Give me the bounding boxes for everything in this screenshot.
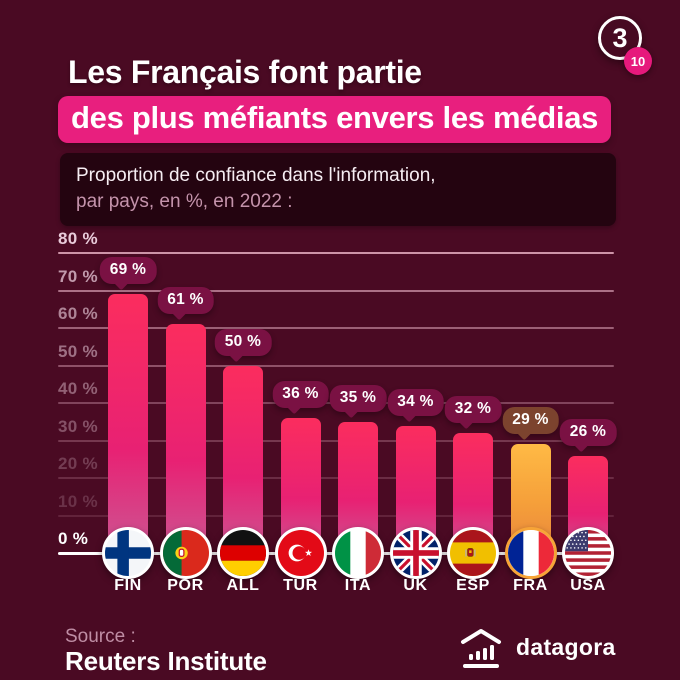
gridline-70 [58,289,614,292]
value-label-all: 50 % [224,332,262,350]
value-bubble-tur: 36 % [272,381,329,415]
y-tick-label-10: 10 % [58,491,98,511]
value-label-esp: 32 % [454,400,492,417]
source-label: Source : [65,626,136,647]
flag-usa-icon [562,527,614,579]
value-bubble-ita: 35 % [329,384,387,419]
gridline-20 [58,477,614,479]
y-tick-label-20: 20 % [58,454,98,473]
value-label-tur: 36 % [282,385,319,402]
flag-italy-icon [332,527,384,579]
flag-portugal-icon [159,527,212,579]
gridline-50 [58,364,614,367]
value-bubble-por: 61 % [157,287,214,321]
y-tick-label-60: 60 % [58,304,98,323]
value-label-uk: 34 % [397,392,434,410]
flag-france-icon [504,527,557,579]
gridline-80 [58,252,614,254]
page-total-badge: 10 [624,47,652,75]
flag-spain-icon [447,527,499,579]
x-label-tur: TUR [283,577,318,594]
title-line-1: Les Français font partie [68,54,422,90]
y-tick-label-50: 50 % [58,341,98,361]
x-label-fra: FRA [513,577,548,594]
y-tick-label-80: 80 % [58,229,98,248]
value-label-ita: 35 % [339,388,377,406]
bar-all [223,365,263,553]
x-label-usa: USA [570,577,606,594]
value-bubble-esp: 32 % [444,396,502,430]
page-current: 3 [612,22,628,53]
source-name: Reuters Institute [65,646,267,676]
y-tick-label-70: 70 % [58,266,98,286]
value-bubble-usa: 26 % [559,418,617,452]
x-label-uk: UK [403,577,428,594]
page-current-badge: 3 [598,16,642,60]
title-line-2: des plus méfiants envers les médias [71,100,599,135]
x-label-por: POR [167,577,204,594]
gridline-60 [58,327,614,329]
datagora-wordmark: datagora [516,633,616,660]
gridline-10 [58,514,614,517]
value-bubble-uk: 34 % [387,388,444,422]
value-label-fin: 69 % [109,261,147,279]
x-label-fin: FIN [114,577,142,594]
value-bubble-fra: 29 % [502,407,559,441]
title-line-2-highlight: des plus méfiants envers les médias [58,96,612,143]
flag-turkey-icon [274,527,327,579]
x-label-esp: ESP [456,577,490,594]
value-bubble-fin: 69 % [99,257,157,291]
datagora-logo: datagora [458,626,616,668]
subtitle-line-2: par pays, en %, en 2022 : [76,190,293,212]
bar-fin [108,294,148,553]
value-label-usa: 26 % [569,422,607,440]
chart-subtitle-box: Proportion de confiance dans l'informati… [60,153,616,227]
x-label-ita: ITA [344,577,372,594]
value-label-por: 61 % [167,291,204,309]
flag-germany-icon [217,527,269,579]
datagora-building-chart-icon [461,629,501,668]
y-tick-label-0: 0 % [58,529,89,548]
y-tick-label-40: 40 % [58,379,98,398]
page-total: 10 [630,53,646,69]
flag-finland-icon [102,527,154,579]
gridline-30 [58,439,614,442]
subtitle-line-1: Proportion de confiance dans l'informati… [76,165,436,186]
flag-uk-icon [389,527,442,579]
bar-por [165,324,206,553]
value-label-fra: 29 % [512,411,549,429]
value-bubble-all: 50 % [214,328,272,362]
page-indicator: 3 10 [598,14,658,80]
y-tick-label-30: 30 % [58,416,98,436]
x-label-all: ALL [226,577,260,594]
